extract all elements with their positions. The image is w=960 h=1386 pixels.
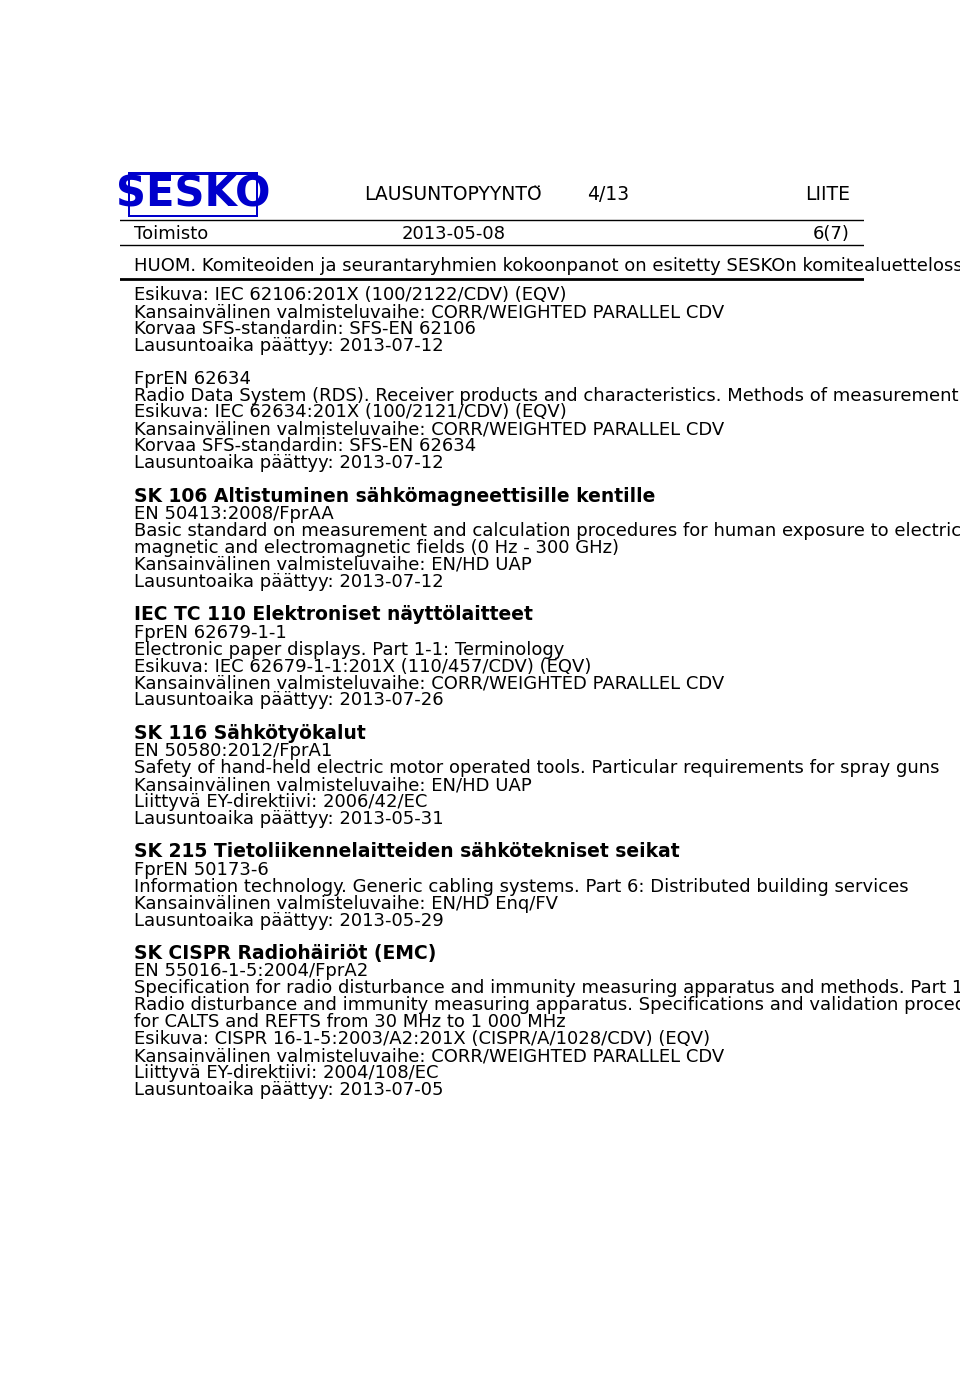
Text: Lausuntoaika päättyy: 2013-07-12: Lausuntoaika päättyy: 2013-07-12 [134, 572, 444, 590]
Text: FprEN 50173-6: FprEN 50173-6 [134, 861, 269, 879]
Text: SK CISPR Radiohäiriöt (EMC): SK CISPR Radiohäiriöt (EMC) [134, 944, 437, 963]
Text: FprEN 62634: FprEN 62634 [134, 370, 251, 388]
Text: SK 116 Sähkötyökalut: SK 116 Sähkötyökalut [134, 723, 366, 743]
FancyBboxPatch shape [128, 172, 258, 218]
Text: 4/13: 4/13 [588, 186, 630, 204]
Text: Kansainvälinen valmisteluvaihe: CORR/WEIGHTED PARALLEL CDV: Kansainvälinen valmisteluvaihe: CORR/WEI… [134, 304, 724, 322]
Text: HUOM. Komiteoiden ja seurantaryhmien kokoonpanot on esitetty SESKOn komitealuett: HUOM. Komiteoiden ja seurantaryhmien kok… [134, 258, 960, 276]
Text: LAUSUNTOPYYNTÖ: LAUSUNTOPYYNTÖ [365, 186, 542, 204]
Text: SK 215 Tietoliikennelaitteiden sähkötekniset seikat: SK 215 Tietoliikennelaitteiden sähkötekn… [134, 843, 680, 861]
Text: EN 50580:2012/FprA1: EN 50580:2012/FprA1 [134, 743, 332, 761]
Text: Kansainvälinen valmisteluvaihe: CORR/WEIGHTED PARALLEL CDV: Kansainvälinen valmisteluvaihe: CORR/WEI… [134, 420, 724, 438]
Text: LIITE: LIITE [805, 186, 850, 204]
Text: IEC TC 110 Elektroniset näyttölaitteet: IEC TC 110 Elektroniset näyttölaitteet [134, 606, 533, 624]
Text: Lausuntoaika päättyy: 2013-07-26: Lausuntoaika päättyy: 2013-07-26 [134, 692, 444, 710]
Text: Liittyvä EY-direktiivi: 2004/108/EC: Liittyvä EY-direktiivi: 2004/108/EC [134, 1064, 439, 1082]
Text: SK 106 Altistuminen sähkömagneettisille kentille: SK 106 Altistuminen sähkömagneettisille … [134, 486, 656, 506]
Text: Basic standard on measurement and calculation procedures for human exposure to e: Basic standard on measurement and calcul… [134, 523, 960, 541]
Text: Liittyvä EY-direktiivi: 2006/42/EC: Liittyvä EY-direktiivi: 2006/42/EC [134, 793, 427, 811]
Text: SESKO: SESKO [115, 173, 270, 216]
Text: Lausuntoaika päättyy: 2013-07-12: Lausuntoaika päättyy: 2013-07-12 [134, 337, 444, 355]
Text: FprEN 62679-1-1: FprEN 62679-1-1 [134, 624, 287, 642]
Text: Kansainvälinen valmisteluvaihe: EN/HD UAP: Kansainvälinen valmisteluvaihe: EN/HD UA… [134, 776, 532, 794]
Text: Radio disturbance and immunity measuring apparatus. Specifications and validatio: Radio disturbance and immunity measuring… [134, 997, 960, 1015]
Text: 2013-05-08: 2013-05-08 [401, 225, 505, 243]
Text: Korvaa SFS-standardin: SFS-EN 62106: Korvaa SFS-standardin: SFS-EN 62106 [134, 320, 476, 338]
Text: Esikuva: IEC 62679-1-1:201X (110/457/CDV) (EQV): Esikuva: IEC 62679-1-1:201X (110/457/CDV… [134, 657, 591, 675]
Text: Lausuntoaika päättyy: 2013-07-12: Lausuntoaika päättyy: 2013-07-12 [134, 455, 444, 473]
Text: Esikuva: IEC 62106:201X (100/2122/CDV) (EQV): Esikuva: IEC 62106:201X (100/2122/CDV) (… [134, 287, 566, 305]
Text: Kansainvälinen valmisteluvaihe: CORR/WEIGHTED PARALLEL CDV: Kansainvälinen valmisteluvaihe: CORR/WEI… [134, 675, 724, 693]
Text: Information technology. Generic cabling systems. Part 6: Distributed building se: Information technology. Generic cabling … [134, 877, 908, 895]
Text: for CALTS and REFTS from 30 MHz to 1 000 MHz: for CALTS and REFTS from 30 MHz to 1 000… [134, 1013, 565, 1031]
Text: Radio Data System (RDS). Receiver products and characteristics. Methods of measu: Radio Data System (RDS). Receiver produc… [134, 387, 958, 405]
Text: Kansainvälinen valmisteluvaihe: EN/HD Enq/FV: Kansainvälinen valmisteluvaihe: EN/HD En… [134, 895, 558, 913]
Text: Kansainvälinen valmisteluvaihe: EN/HD UAP: Kansainvälinen valmisteluvaihe: EN/HD UA… [134, 556, 532, 574]
Text: Korvaa SFS-standardin: SFS-EN 62634: Korvaa SFS-standardin: SFS-EN 62634 [134, 438, 476, 456]
Text: Esikuva: IEC 62634:201X (100/2121/CDV) (EQV): Esikuva: IEC 62634:201X (100/2121/CDV) (… [134, 403, 566, 421]
Text: Safety of hand-held electric motor operated tools. Particular requirements for s: Safety of hand-held electric motor opera… [134, 760, 940, 778]
Text: Lausuntoaika päättyy: 2013-05-29: Lausuntoaika päättyy: 2013-05-29 [134, 912, 444, 930]
Text: EN 55016-1-5:2004/FprA2: EN 55016-1-5:2004/FprA2 [134, 962, 369, 980]
Text: Toimisto: Toimisto [134, 225, 208, 243]
FancyBboxPatch shape [130, 175, 255, 215]
Text: Electronic paper displays. Part 1-1: Terminology: Electronic paper displays. Part 1-1: Ter… [134, 640, 564, 658]
Text: Specification for radio disturbance and immunity measuring apparatus and methods: Specification for radio disturbance and … [134, 980, 960, 998]
Text: Kansainvälinen valmisteluvaihe: CORR/WEIGHTED PARALLEL CDV: Kansainvälinen valmisteluvaihe: CORR/WEI… [134, 1048, 724, 1066]
Text: Esikuva: CISPR 16-1-5:2003/A2:201X (CISPR/A/1028/CDV) (EQV): Esikuva: CISPR 16-1-5:2003/A2:201X (CISP… [134, 1030, 710, 1048]
Text: Lausuntoaika päättyy: 2013-07-05: Lausuntoaika päättyy: 2013-07-05 [134, 1081, 444, 1099]
Text: 6(7): 6(7) [813, 225, 850, 243]
Text: Lausuntoaika päättyy: 2013-05-31: Lausuntoaika päättyy: 2013-05-31 [134, 809, 444, 827]
Text: EN 50413:2008/FprAA: EN 50413:2008/FprAA [134, 505, 334, 523]
Text: magnetic and electromagnetic fields (0 Hz - 300 GHz): magnetic and electromagnetic fields (0 H… [134, 539, 619, 557]
